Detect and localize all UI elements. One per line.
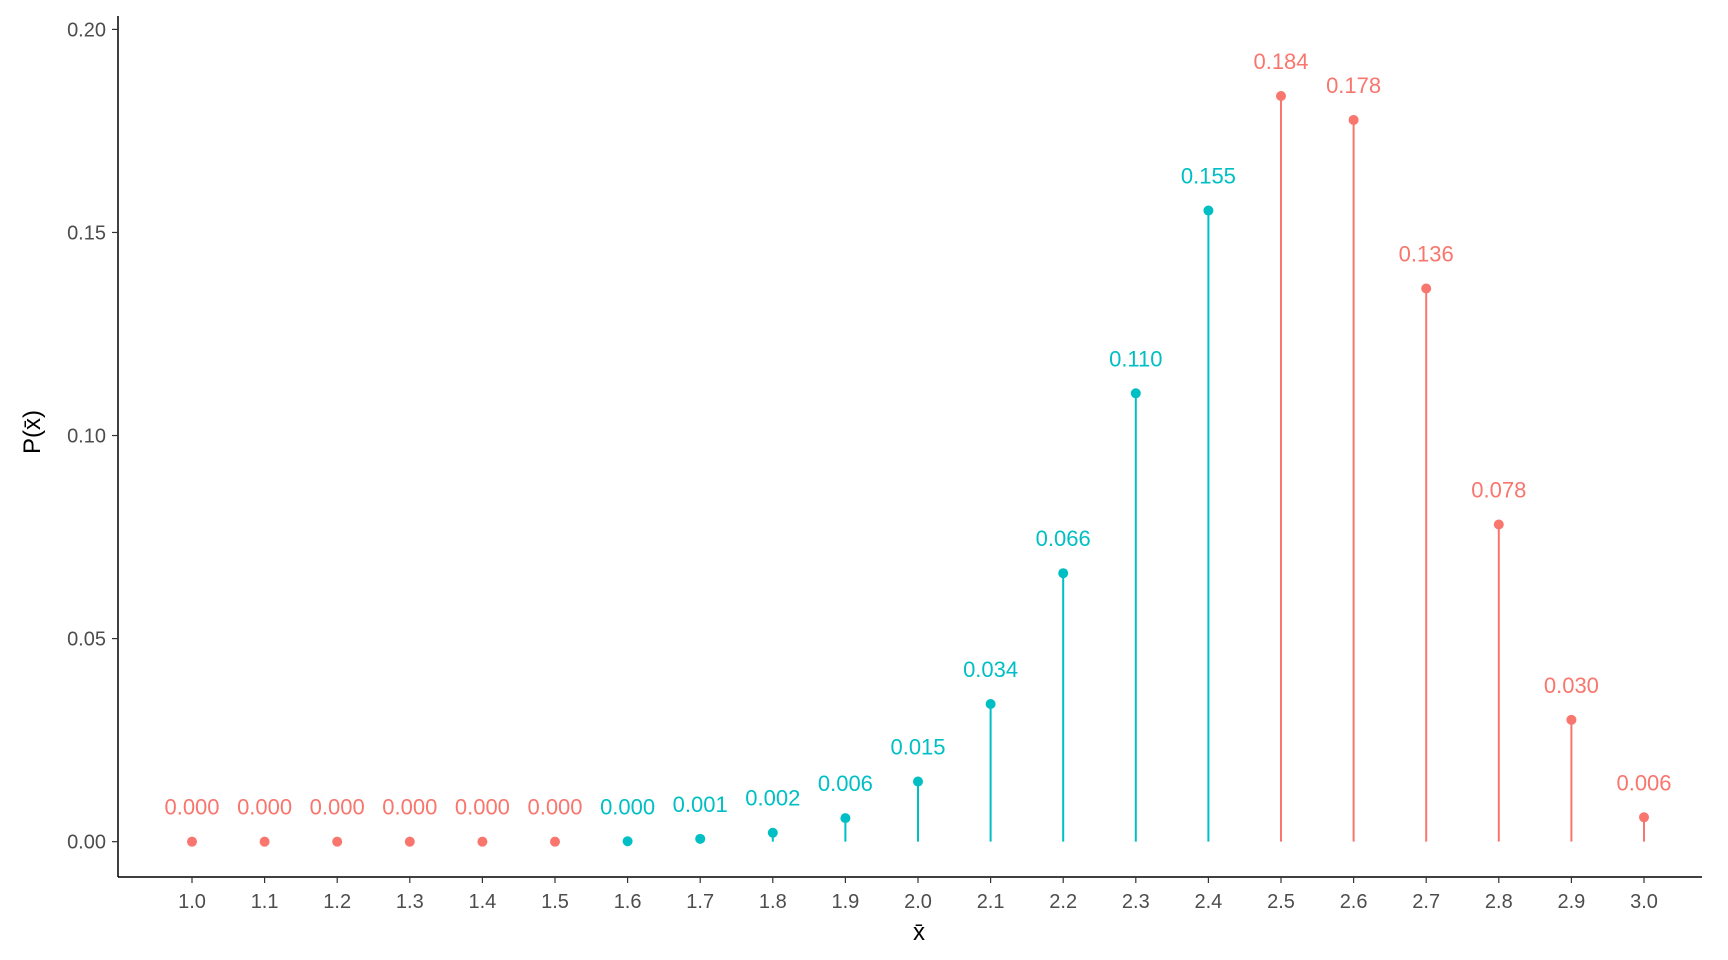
x-tick-label: 1.4: [468, 891, 496, 913]
data-point: [622, 836, 633, 847]
data-label: 0.015: [890, 735, 945, 760]
x-tick-label: 2.0: [904, 891, 932, 913]
data-point: [1058, 568, 1069, 579]
x-tick-label: 1.0: [178, 891, 206, 913]
data-point: [477, 836, 488, 847]
data-point: [187, 836, 197, 847]
data-point: [404, 836, 415, 847]
data-label: 0.078: [1471, 477, 1526, 502]
data-label: 0.000: [527, 795, 582, 820]
data-point: [1348, 114, 1359, 125]
x-tick-label: 2.5: [1267, 891, 1295, 913]
data-label: 0.034: [963, 657, 1018, 682]
data-point: [695, 833, 706, 844]
x-tick-label: 2.3: [1122, 891, 1150, 913]
x-tick-label: 2.2: [1049, 891, 1077, 913]
data-label: 0.066: [1036, 526, 1091, 551]
x-tick-label: 1.8: [759, 891, 787, 913]
data-label: 0.000: [600, 794, 655, 819]
data-label: 0.000: [310, 795, 365, 820]
data-label: 0.000: [164, 795, 219, 820]
data-point: [985, 698, 996, 709]
data-point: [1639, 812, 1649, 823]
x-tick-label: 3.0: [1630, 891, 1658, 913]
x-tick-label: 2.6: [1340, 891, 1368, 913]
x-tick-label: 2.8: [1485, 891, 1513, 913]
data-label: 0.002: [745, 786, 800, 811]
data-point: [259, 836, 270, 847]
x-tick-label: 1.6: [614, 891, 642, 913]
data-point: [332, 836, 343, 847]
data-point: [840, 813, 851, 824]
x-tick-label: 1.3: [396, 891, 424, 913]
data-label: 0.000: [455, 795, 510, 820]
data-label: 0.000: [382, 795, 437, 820]
data-point: [1421, 283, 1432, 294]
data-label: 0.178: [1326, 73, 1381, 98]
data-label: 0.155: [1181, 164, 1236, 189]
data-point: [767, 827, 778, 838]
data-label: 0.000: [237, 795, 292, 820]
data-point: [1130, 388, 1141, 399]
x-tick-label: 1.1: [251, 891, 279, 913]
x-axis: 1.0 1.1 1.2 1.3 1.4 1.5 1.6 1.7 1.8 1.9 2.0 2.1 2.2 2…: [118, 876, 1702, 913]
x-tick-label: 1.9: [831, 891, 859, 913]
x-axis-title: x̄: [913, 919, 925, 946]
data-label: 0.001: [673, 792, 728, 817]
y-axis: 0.00 0.05 0.10 0.15 0.20: [67, 16, 119, 877]
data-label: 0.030: [1544, 673, 1599, 698]
y-tick-label: 0.00: [67, 832, 106, 854]
data-label: 0.110: [1109, 346, 1162, 371]
x-tick-label: 2.1: [977, 891, 1005, 913]
x-tick-label: 2.4: [1194, 891, 1222, 913]
y-tick-label: 0.05: [67, 629, 106, 651]
data-label: 0.184: [1253, 49, 1308, 74]
data-point: [913, 776, 923, 787]
data-point: [550, 836, 560, 847]
data-point: [1203, 205, 1214, 216]
y-axis-title: P(x̄): [19, 410, 46, 454]
y-tick-label: 0.20: [67, 19, 106, 41]
y-tick-label: 0.15: [67, 222, 106, 244]
x-tick-label: 2.7: [1412, 891, 1440, 913]
x-tick-label: 1.7: [686, 891, 714, 913]
y-tick-label: 0.10: [67, 426, 106, 448]
data-point: [1276, 91, 1286, 102]
data-point: [1493, 519, 1504, 530]
data-label: 0.006: [1616, 770, 1671, 795]
x-tick-label: 2.9: [1557, 891, 1585, 913]
chart-marks: 0.000 0.000 0.000 0.000 0.000 0.000 0.000 0.001…: [164, 49, 1672, 847]
x-tick-label: 1.5: [541, 891, 569, 913]
x-tick-label: 1.2: [323, 891, 351, 913]
data-label: 0.006: [818, 771, 873, 796]
data-label: 0.136: [1399, 242, 1454, 267]
data-point: [1566, 714, 1577, 725]
